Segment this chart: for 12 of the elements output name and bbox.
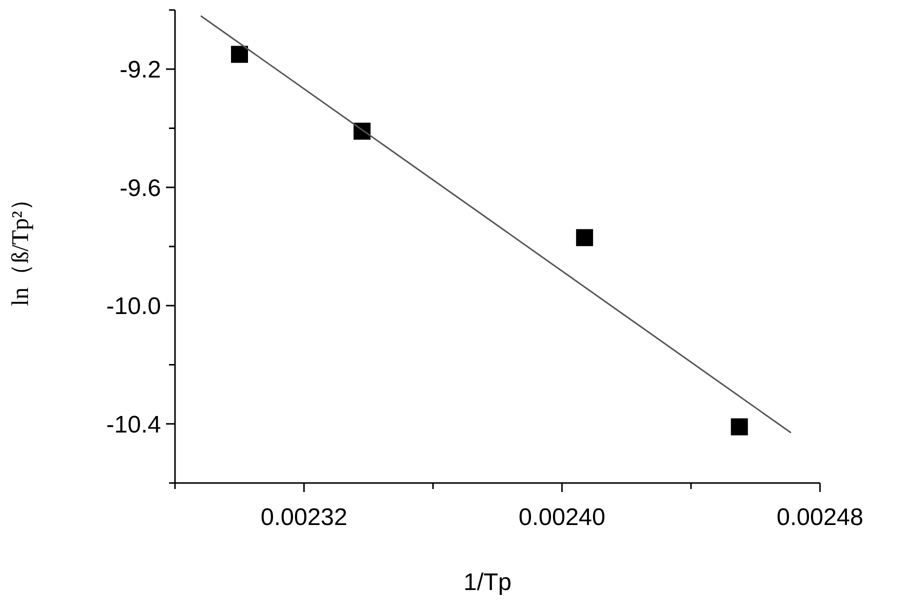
x-tick-label: 0.00232: [260, 504, 348, 531]
y-tick-label: -9.6: [120, 174, 161, 202]
x-axis-title: 1/Tp: [463, 569, 512, 596]
y-tick-label: -10.0: [106, 293, 161, 320]
y-tick-label: -9.2: [120, 56, 161, 84]
y-axis-title: ln（ß/Tp²）: [8, 186, 34, 306]
y-tick-label: -10.4: [106, 411, 161, 438]
point: [231, 46, 248, 63]
x-tick-label: 0.00240: [518, 504, 606, 531]
point: [576, 229, 594, 246]
point: [730, 418, 748, 436]
x-tick-label: 0.00248: [776, 504, 864, 531]
